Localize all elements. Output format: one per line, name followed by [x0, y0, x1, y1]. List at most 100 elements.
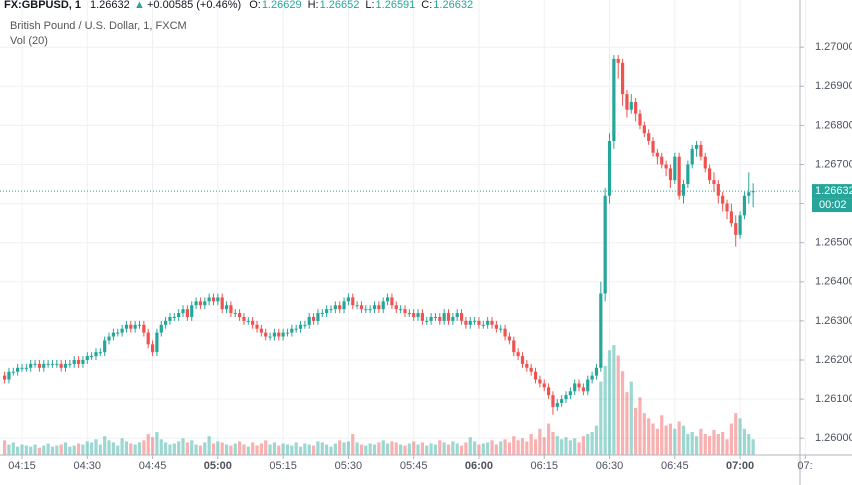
candle-body: [681, 184, 686, 196]
candle-body: [342, 301, 346, 310]
candle-body: [111, 332, 115, 337]
volume-bar: [577, 442, 581, 455]
candle-body: [94, 352, 98, 357]
last-price: 1.26632: [90, 0, 130, 11]
candle-body: [264, 332, 268, 337]
candle-body: [542, 383, 546, 388]
candle-body: [346, 297, 350, 302]
volume-bar: [364, 445, 368, 455]
y-tick-label: 1.26900: [815, 80, 852, 92]
volume-bar: [20, 444, 24, 455]
volume-bar: [377, 442, 381, 455]
candle-body: [494, 324, 498, 329]
candle-body: [381, 301, 385, 310]
volume-bar: [185, 442, 189, 455]
volume-bar: [442, 442, 446, 455]
candle-body: [116, 332, 120, 334]
volume-bar: [150, 437, 155, 455]
volume-bar: [281, 443, 285, 455]
candle-body: [11, 371, 15, 373]
candle-body: [268, 336, 272, 338]
volume-bar: [603, 365, 607, 455]
candle-body: [307, 316, 311, 325]
volume-bar: [742, 428, 747, 455]
candle-body: [133, 324, 137, 329]
candle-body: [647, 133, 651, 142]
candle-body: [238, 313, 242, 317]
candle-body: [181, 309, 185, 314]
x-tick-label: 06:15: [530, 460, 558, 472]
volume-bar: [346, 441, 350, 455]
volume-bar: [94, 439, 98, 455]
candle-body: [568, 391, 572, 396]
x-tick-label: 04:45: [139, 460, 167, 472]
volume-bar: [525, 441, 529, 455]
volume-bar: [403, 445, 407, 455]
volume-bar: [538, 428, 542, 455]
volume-bar: [412, 441, 416, 455]
candle-body: [364, 309, 368, 311]
volume-bar: [320, 442, 324, 455]
volume-bar: [616, 355, 620, 455]
candle-body: [24, 367, 28, 369]
candle-body: [394, 305, 398, 310]
candle-body: [190, 305, 194, 317]
volume-bar: [98, 444, 102, 455]
candle-body: [42, 363, 46, 368]
candle-body: [612, 58, 616, 142]
volume-bar: [686, 434, 690, 455]
candle-body: [7, 371, 11, 380]
volume-bar: [325, 444, 329, 455]
volume-bar: [699, 428, 703, 455]
candle-body: [72, 359, 76, 364]
volume-bar: [716, 434, 720, 455]
x-tick-label: 05:15: [269, 460, 297, 472]
volume-bar: [203, 442, 207, 455]
candle-body: [50, 363, 55, 365]
volume-bar: [738, 418, 742, 455]
volume-bar: [721, 431, 725, 455]
candle-body: [512, 340, 516, 353]
candle-body: [420, 313, 424, 321]
volume-bar: [599, 381, 603, 455]
countdown-box: [812, 198, 852, 213]
candle-body: [607, 141, 612, 196]
volume-bar: [172, 443, 176, 455]
candle-body: [216, 297, 220, 302]
candle-body: [142, 324, 146, 333]
candle-body: [716, 184, 720, 196]
candle-body: [46, 363, 50, 365]
volume-bar: [542, 437, 546, 455]
candle-body: [355, 305, 359, 307]
volume-bar: [307, 444, 311, 455]
volume-bar: [438, 440, 442, 455]
volume-bar: [7, 444, 11, 455]
volume-bar: [459, 445, 464, 455]
candle-body: [55, 363, 59, 365]
volume-bar: [255, 445, 259, 455]
volume-bar: [490, 440, 494, 455]
volume-bar: [747, 434, 751, 455]
volume-bar: [703, 434, 707, 455]
candle-body: [211, 297, 216, 302]
volume-bar: [120, 438, 124, 455]
candle-body: [660, 156, 664, 165]
candle-body: [390, 297, 394, 306]
candle-body: [433, 316, 438, 318]
volume-bar: [590, 431, 594, 455]
candle-body: [729, 211, 733, 224]
volume-bar: [16, 446, 20, 455]
candle-body: [233, 313, 237, 315]
candle-body: [455, 313, 459, 317]
candle-body: [63, 363, 68, 368]
volume-bar: [503, 439, 507, 455]
candle-body: [251, 320, 255, 325]
candle-body: [438, 316, 442, 321]
candle-body: [224, 305, 229, 310]
volume-bar: [68, 446, 72, 455]
candle-body: [677, 156, 681, 196]
candle-body: [98, 352, 102, 354]
volume-bar: [677, 421, 681, 455]
volume-bar: [372, 444, 377, 455]
candle-body: [316, 313, 320, 321]
